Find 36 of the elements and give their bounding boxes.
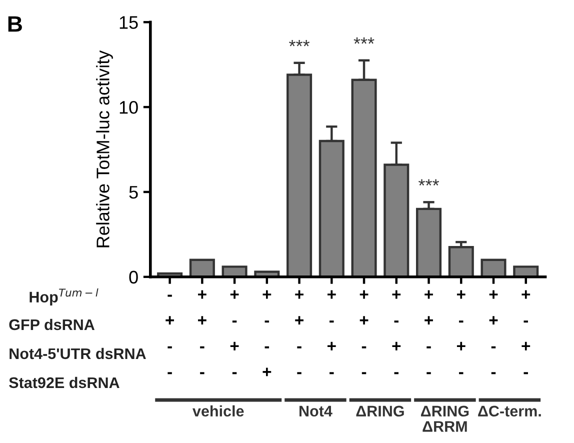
- category-label: + + - -: [295, 290, 304, 374]
- text: ΔRING ΔRRM: [420, 406, 469, 432]
- text: ΔC-term.: [478, 406, 541, 417]
- category-label: + + - -: [198, 290, 206, 374]
- bar: [416, 208, 442, 277]
- category-label: + + - -: [489, 290, 498, 374]
- data-label: ***: [354, 37, 374, 44]
- category-label: + - + -: [522, 290, 530, 374]
- category-label: + - + -: [230, 290, 239, 374]
- text: Hop$^{Tum−l}$: [30, 288, 98, 306]
- data-label: ***: [289, 40, 310, 46]
- category-label: - + - -: [166, 294, 174, 374]
- text: ΔRING: [356, 406, 404, 417]
- category-label: + + - -: [360, 290, 368, 374]
- bar: [189, 258, 215, 277]
- data-label: ***: [418, 179, 440, 186]
- text: Not4: [300, 406, 332, 417]
- y-tick-label: 5: [129, 186, 138, 199]
- bar: [513, 266, 539, 277]
- text: Not4-5'UTR dsRNA: [10, 348, 146, 360]
- bar: [222, 266, 248, 277]
- y-axis-title: Relative TotM-luc activity: [96, 50, 113, 248]
- y-tick-label: 15: [120, 16, 138, 29]
- bar: [480, 258, 506, 277]
- category-label: + - - +: [262, 290, 272, 376]
- text: GFP dsRNA: [9, 318, 95, 330]
- text: vehicle: [192, 405, 244, 417]
- category-label: + - + -: [327, 290, 336, 374]
- category-label: + - + -: [392, 290, 401, 374]
- text: Stat92E dsRNA: [9, 376, 120, 388]
- chart-title: B: [8, 16, 22, 32]
- category-label: + + - -: [424, 290, 433, 374]
- y-tick-label: 0: [129, 270, 138, 284]
- category-label: + - + -: [456, 290, 466, 374]
- bar: [448, 246, 474, 277]
- y-tick-label: 10: [120, 100, 138, 114]
